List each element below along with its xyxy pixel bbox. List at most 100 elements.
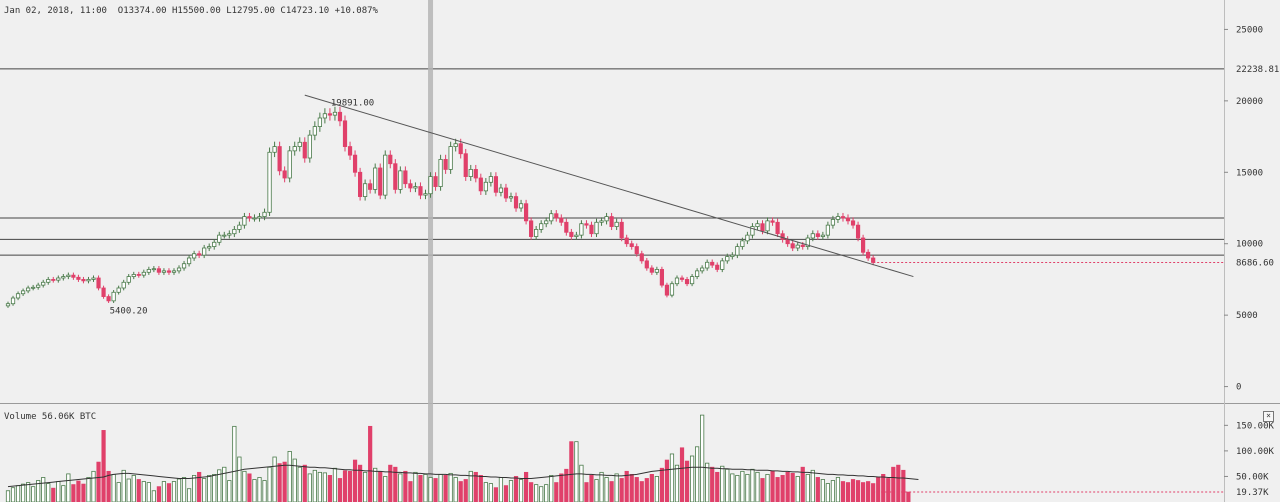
legend-open: O13374.00 — [117, 6, 167, 16]
candle — [166, 270, 172, 273]
volume-bar — [428, 477, 433, 502]
volume-bar — [357, 464, 363, 502]
volume-bar — [624, 470, 629, 502]
volume-axis-label: 100.00K — [1236, 447, 1275, 457]
volume-bar — [544, 484, 549, 502]
candle — [795, 244, 800, 249]
volume-bar — [136, 479, 141, 502]
candle — [559, 217, 564, 223]
volume-bar — [569, 441, 574, 502]
candle — [312, 126, 317, 136]
candle — [468, 169, 473, 177]
volume-bar — [664, 459, 670, 502]
volume-bar — [488, 483, 493, 502]
candle — [554, 213, 559, 219]
volume-bar — [861, 482, 866, 502]
volume-bar — [498, 477, 504, 502]
candle — [815, 233, 820, 237]
candle — [428, 176, 433, 195]
volume-bar — [222, 466, 227, 502]
volume-bar — [438, 473, 443, 502]
candle — [56, 277, 61, 281]
volume-bar — [825, 483, 830, 502]
volume-bar — [393, 466, 398, 502]
candle — [740, 240, 745, 247]
volume-bar — [101, 430, 106, 502]
candle — [423, 193, 428, 196]
volume-bar — [347, 470, 353, 502]
current-volume-label: 19.37K — [1236, 488, 1269, 498]
trendline — [304, 94, 914, 278]
candle — [765, 220, 770, 232]
candle — [292, 146, 297, 152]
volume-bar — [121, 469, 126, 502]
volume-bar — [232, 425, 237, 502]
volume-bar — [700, 414, 705, 502]
candle — [227, 233, 232, 236]
volume-bar — [896, 464, 901, 502]
volume-bar — [5, 490, 11, 502]
candle — [433, 176, 438, 187]
candle — [151, 268, 156, 271]
candle — [262, 211, 267, 217]
candle — [413, 186, 418, 189]
volume-bar — [684, 460, 690, 502]
close-icon[interactable]: × — [1263, 411, 1274, 422]
candle — [403, 170, 408, 185]
volume-bar — [267, 466, 272, 502]
candle — [659, 269, 665, 286]
volume-bar — [689, 455, 695, 502]
volume-bar — [297, 466, 302, 502]
volume-bar — [307, 473, 312, 502]
volume-bar — [589, 475, 594, 502]
volume-label: Volume 56.06K BTC — [4, 412, 97, 422]
candle — [222, 234, 227, 237]
volume-bar — [674, 464, 680, 502]
candle — [192, 253, 197, 259]
volume-bar — [257, 477, 262, 502]
volume-bar — [755, 471, 760, 502]
candle — [498, 187, 504, 193]
candle — [10, 297, 16, 305]
candle — [679, 277, 685, 280]
candle — [26, 287, 31, 292]
volume-bar — [277, 463, 282, 502]
candle — [523, 203, 529, 222]
candle — [176, 267, 182, 272]
candle — [388, 154, 393, 165]
candle — [277, 146, 282, 172]
candle — [549, 213, 554, 222]
volume-bar — [463, 479, 468, 502]
volume-bar — [282, 461, 287, 502]
candle — [302, 141, 307, 159]
volume-bar — [815, 477, 820, 502]
volume-bar — [805, 473, 810, 502]
volume-bar — [775, 477, 780, 502]
candle — [181, 263, 187, 269]
candle — [855, 224, 861, 239]
candle — [760, 223, 765, 232]
volume-bar — [855, 480, 861, 502]
candle — [720, 260, 725, 270]
candle — [126, 276, 131, 283]
candle — [51, 279, 56, 281]
legend-high: H15500.00 — [172, 6, 221, 16]
candle — [493, 176, 499, 193]
candle — [800, 244, 805, 247]
volume-bar — [639, 481, 644, 502]
volume-bar — [408, 481, 413, 502]
candle — [61, 276, 66, 279]
volume-bar — [579, 464, 584, 502]
candle — [146, 269, 151, 273]
volume-bar — [327, 475, 333, 502]
candle — [473, 169, 478, 179]
volume-bar — [383, 476, 388, 502]
volume-bar — [247, 473, 252, 502]
volume-bar — [654, 476, 659, 502]
ohlc-legend: Jan 02, 2018, 11:00 O13374.00 H15500.00 … — [4, 6, 378, 16]
volume-bar — [312, 469, 317, 502]
volume-bar — [594, 479, 599, 502]
volume-bar — [86, 477, 91, 502]
volume-bar — [176, 478, 182, 502]
